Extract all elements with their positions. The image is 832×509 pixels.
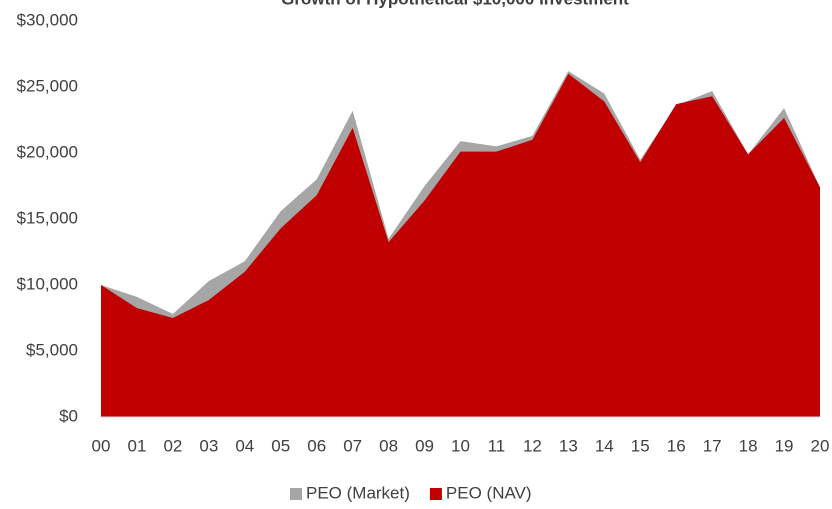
chart-title: Growth of Hypothetical $10,000 Investmen…: [281, 0, 629, 8]
y-tick-label: $15,000: [17, 208, 78, 227]
x-tick-label: 12: [523, 436, 542, 455]
y-tick-label: $0: [59, 406, 78, 425]
x-tick-label: 00: [92, 436, 111, 455]
y-tick-label: $30,000: [17, 10, 78, 29]
x-tick-label: 15: [631, 436, 650, 455]
x-tick-label: 07: [343, 436, 362, 455]
x-tick-label: 08: [379, 436, 398, 455]
x-tick-label: 19: [775, 436, 794, 455]
x-tick-label: 02: [163, 436, 182, 455]
legend-label: PEO (Market): [306, 483, 410, 502]
legend-label: PEO (NAV): [446, 483, 532, 502]
x-tick-label: 10: [451, 436, 470, 455]
x-tick-label: 06: [307, 436, 326, 455]
area: [101, 73, 820, 418]
x-tick-label: 04: [235, 436, 254, 455]
x-tick-label: 01: [127, 436, 146, 455]
x-tick-label: 20: [811, 436, 830, 455]
x-tick-label: 09: [415, 436, 434, 455]
y-tick-label: $20,000: [17, 142, 78, 161]
x-tick-label: 11: [488, 436, 506, 455]
x-tick-label: 14: [595, 436, 614, 455]
x-tick-label: 16: [667, 436, 686, 455]
x-tick-label: 05: [271, 436, 290, 455]
y-tick-label: $10,000: [17, 274, 78, 293]
legend-swatch: [429, 488, 442, 500]
x-tick-label: 13: [559, 436, 578, 455]
x-tick-label: 03: [199, 436, 218, 455]
y-tick-label: $5,000: [26, 340, 78, 359]
y-tick-label: $25,000: [17, 76, 78, 95]
x-tick-label: 17: [703, 436, 722, 455]
x-tick-label: 18: [739, 436, 758, 455]
legend-swatch: [290, 488, 302, 500]
